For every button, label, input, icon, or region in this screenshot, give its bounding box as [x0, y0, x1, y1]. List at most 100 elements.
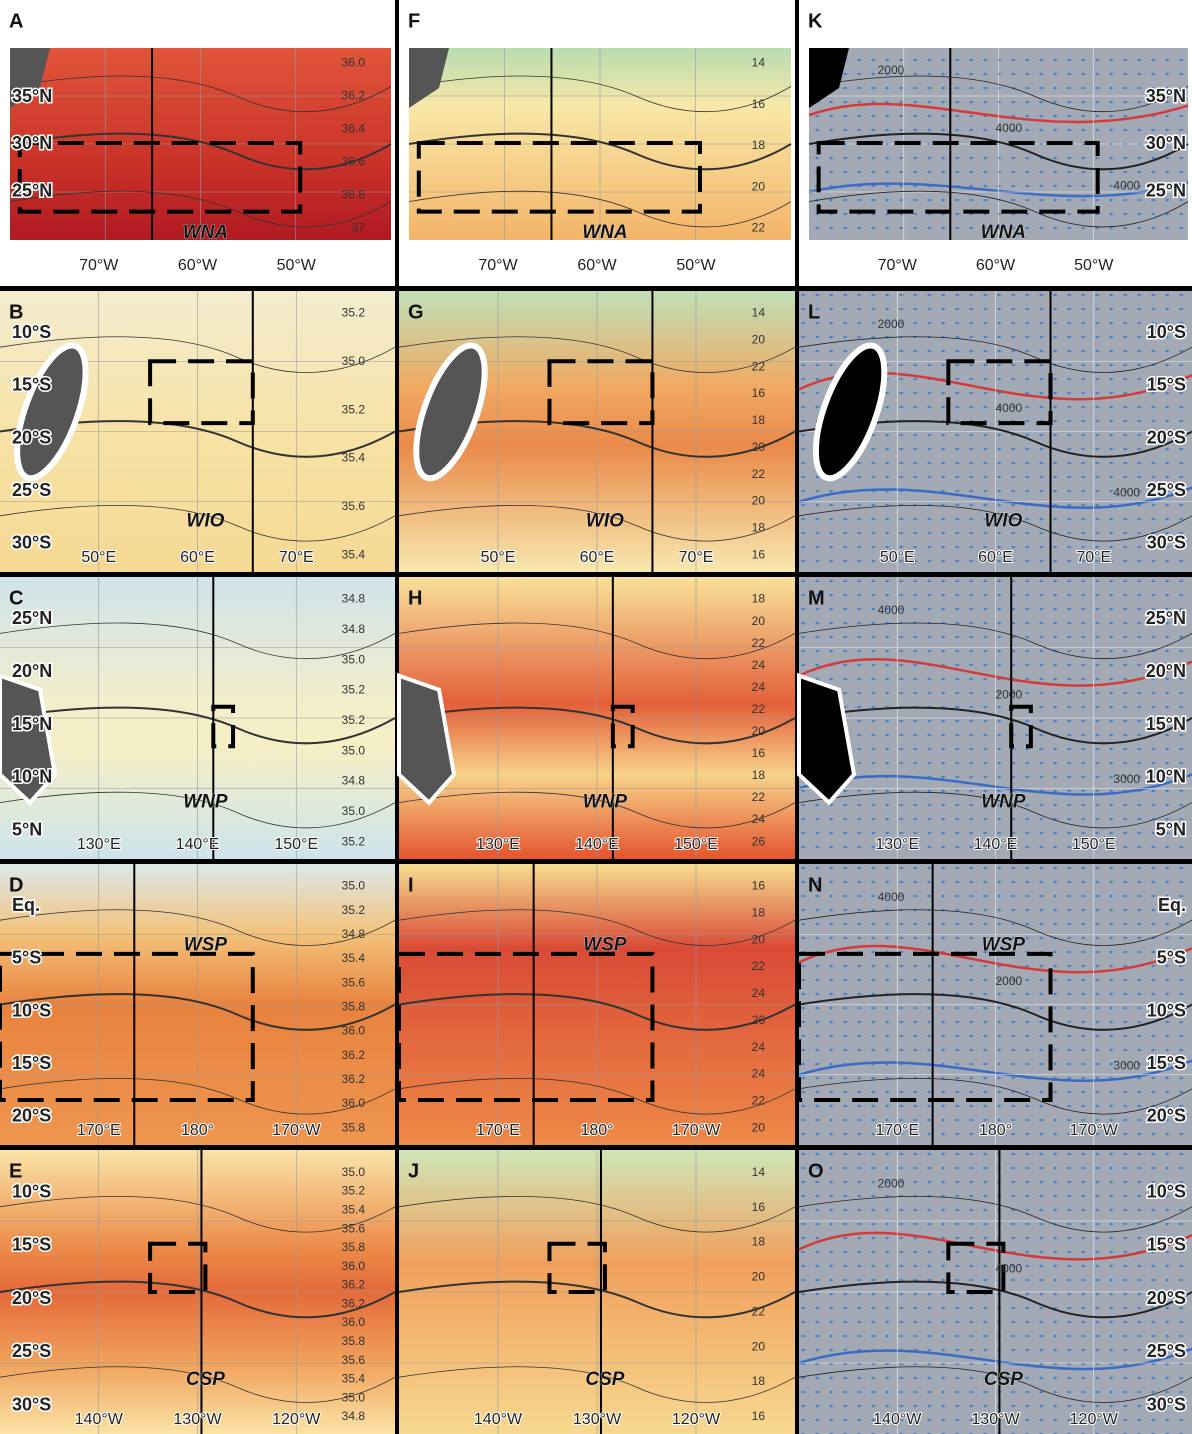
lon-label: 130°E	[875, 836, 919, 853]
contour-label: 24	[752, 986, 766, 1000]
panel-letter: J	[408, 1160, 419, 1182]
contour-label: 36.0	[342, 1096, 366, 1110]
panel: ECSP10°S15°S20°S25°S30°S140°W130°W120°W3…	[0, 1150, 395, 1434]
lon-label: 60°E	[580, 549, 615, 566]
panel: CWNP25°N20°N15°N10°N5°N130°E140°E150°E34…	[0, 577, 395, 859]
contour-label: 14	[752, 1165, 766, 1179]
contour-label: 16	[752, 879, 766, 893]
contour-label: 35.2	[342, 834, 366, 848]
lon-label: 70°E	[1076, 549, 1111, 566]
lat-label: 10°N	[12, 767, 52, 787]
contour-label: 20	[752, 494, 766, 508]
contour-label: 35.2	[342, 1184, 366, 1198]
lon-label: 170°W	[272, 1122, 321, 1139]
lon-label: 170°E	[476, 1122, 520, 1139]
region-label: CSP	[984, 1369, 1023, 1390]
panel-letter: A	[9, 10, 23, 32]
lon-label: 170°W	[672, 1122, 721, 1139]
lon-label: 50°E	[880, 549, 915, 566]
contour-label: 14	[752, 56, 766, 70]
contour-label: 20	[752, 932, 766, 946]
contour-label: 18	[752, 768, 766, 782]
lon-label: 140°E	[575, 836, 619, 853]
contour-label: 35.2	[342, 713, 366, 727]
lon-label: 70°E	[679, 549, 714, 566]
lon-label: 180°	[979, 1122, 1012, 1139]
region-label: CSP	[585, 1369, 624, 1390]
region-label: WSP	[184, 935, 228, 956]
panel: MWNP25°N20°N15°N10°N5°N130°E140°E150°E40…	[799, 577, 1192, 859]
contour-label: 26	[752, 1013, 766, 1027]
lon-label: 70°W	[478, 257, 518, 274]
lat-label: 25°S	[12, 1341, 51, 1361]
contour-label: 35.4	[342, 951, 366, 965]
lat-label: 15°S	[12, 1053, 51, 1073]
contour-label: 35.6	[342, 1353, 366, 1367]
contour-label: 36.8	[342, 188, 366, 202]
lon-label: 60°E	[180, 549, 215, 566]
contour-label: 24	[752, 1067, 766, 1081]
contour-label: 35.2	[342, 402, 366, 416]
region-label: WNA	[582, 222, 627, 243]
contour-label: 22	[752, 959, 766, 973]
lat-label: 30°S	[12, 1394, 51, 1414]
contour-label: 35.6	[342, 1221, 366, 1235]
contour-label: 4000	[996, 1261, 1023, 1275]
lon-label: 140°W	[474, 1411, 523, 1428]
contour-label: 35.4	[342, 1372, 366, 1386]
lat-label: 15°N	[1146, 714, 1186, 734]
lon-label: 70°W	[878, 257, 918, 274]
lat-label: 15°S	[1147, 375, 1186, 395]
contour-label: 14	[752, 306, 766, 320]
contour-label: 36.2	[342, 1296, 366, 1310]
lat-label: 20°N	[12, 661, 52, 681]
lat-label: 35°N	[1146, 86, 1186, 106]
lat-label: 5°S	[1157, 948, 1186, 968]
contour-label: 3000	[1113, 772, 1140, 786]
contour-label: 16	[752, 1200, 766, 1214]
contour-label: 24	[752, 658, 766, 672]
contour-label: 34.8	[342, 622, 366, 636]
contour-label: 20	[752, 179, 766, 193]
contour-label: 24	[752, 812, 766, 826]
lat-label: 30°N	[1146, 133, 1186, 153]
lon-label: 130°E	[476, 836, 520, 853]
contour-label: 35.8	[342, 1334, 366, 1348]
contour-label: 36.0	[342, 1024, 366, 1038]
lon-label: 60°W	[178, 257, 218, 274]
contour-label: 35.0	[342, 879, 366, 893]
contour-label: 22	[752, 221, 766, 235]
contour-label: 18	[752, 1374, 766, 1388]
panel-letter: K	[808, 10, 823, 32]
lat-label: 30°S	[1147, 533, 1186, 553]
contour-label: 2000	[878, 63, 905, 77]
contour-label: 22	[752, 1304, 766, 1318]
contour-label: 35.0	[342, 804, 366, 818]
lat-label: 10°S	[12, 1000, 51, 1020]
lat-label: 35°N	[12, 86, 52, 106]
contour-label: 18	[752, 413, 766, 427]
region-label: WIO	[984, 510, 1022, 531]
contour-label: 36.4	[342, 122, 366, 136]
lat-label: 5°N	[1156, 820, 1186, 840]
lon-label: 50°E	[81, 549, 116, 566]
contour-label: 22	[752, 636, 766, 650]
contour-label: 18	[752, 906, 766, 920]
lat-label: Eq.	[1158, 895, 1186, 915]
panel-letter: C	[9, 587, 23, 609]
lat-label: 10°S	[1147, 322, 1186, 342]
contour-label: 35.2	[342, 903, 366, 917]
contour-label: 22	[752, 1093, 766, 1107]
contour-label: 20	[752, 333, 766, 347]
lat-label: 25°S	[1147, 1341, 1186, 1361]
lat-label: 25°N	[12, 180, 52, 200]
lat-label: 20°S	[12, 427, 51, 447]
contour-label: 34.8	[342, 1409, 366, 1423]
contour-label: 35.8	[342, 999, 366, 1013]
contour-label: 35.0	[342, 743, 366, 757]
panel-letter: I	[408, 874, 414, 896]
contour-label: 4000	[996, 401, 1023, 415]
